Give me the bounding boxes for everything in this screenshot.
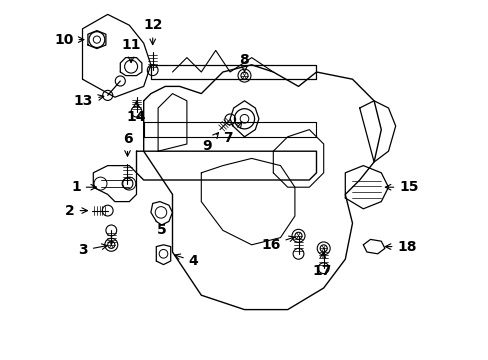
- Text: 1: 1: [71, 180, 96, 194]
- Text: 2: 2: [65, 204, 87, 217]
- Text: 17: 17: [311, 252, 331, 278]
- Text: 7: 7: [223, 122, 242, 145]
- Text: 12: 12: [142, 18, 162, 45]
- Text: 6: 6: [122, 132, 132, 156]
- Text: 4: 4: [174, 254, 198, 268]
- Text: 5: 5: [157, 223, 166, 237]
- Text: 16: 16: [261, 236, 294, 252]
- Text: 14: 14: [126, 101, 146, 124]
- Text: 13: 13: [74, 94, 103, 108]
- Text: 15: 15: [385, 180, 418, 194]
- Text: 10: 10: [54, 33, 84, 46]
- Text: 9: 9: [202, 132, 218, 153]
- Text: 8: 8: [239, 53, 249, 72]
- Text: 11: 11: [121, 38, 141, 63]
- Text: 3: 3: [78, 243, 107, 257]
- Text: 18: 18: [385, 240, 416, 253]
